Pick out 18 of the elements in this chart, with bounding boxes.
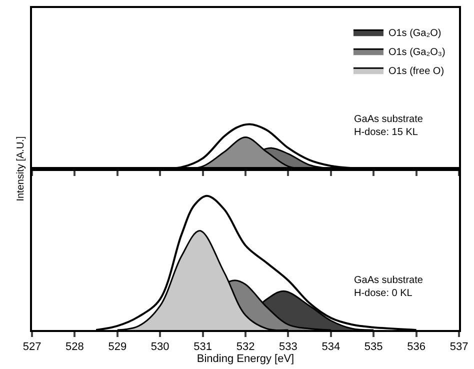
x-tick-label: 527 [22,341,42,354]
x-tick-label: 533 [279,341,298,354]
annotation: GaAs substrate H-dose: 0 KL [354,275,424,299]
x-tick-label: 528 [66,341,84,354]
x-axis-title: Binding Energy [eV] [196,353,294,366]
annotation: GaAs substrate H-dose: 15 KL [354,114,424,138]
x-tick-label: 530 [150,341,170,354]
x-tick-label: 534 [322,341,340,354]
x-tick-label: 532 [236,341,255,354]
legend-label: O1s (free O) [388,66,444,78]
y-axis-title: Intensity [A.U.] [15,136,26,202]
x-tick-label: 535 [364,341,383,354]
x-tick-label: 529 [108,341,127,354]
legend-label: O1s (Ga₂O) [388,28,442,40]
legend-label: O1s (Ga₂O₃) [388,47,446,58]
x-tick-label: 531 [194,341,212,354]
x-tick-label: 536 [407,341,426,354]
x-tick-label: 537 [450,341,468,354]
